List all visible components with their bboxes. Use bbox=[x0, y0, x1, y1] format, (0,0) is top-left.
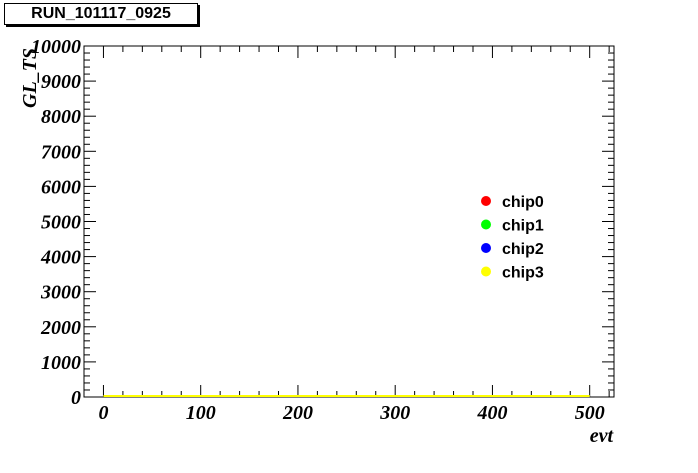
legend-marker-chip3 bbox=[481, 266, 491, 277]
chart-title: RUN_101117_0925 bbox=[31, 5, 171, 22]
y-tick-label: 0 bbox=[71, 387, 81, 409]
x-axis-label: evt bbox=[590, 425, 615, 447]
y-axis-label: GL_TS bbox=[19, 48, 41, 108]
y-tick-label: 7000 bbox=[41, 141, 81, 163]
x-tick-label: 500 bbox=[575, 402, 605, 424]
y-tick-label: 5000 bbox=[41, 212, 81, 234]
x-tick-label: 0 bbox=[98, 402, 108, 424]
legend-label-chip1: chip1 bbox=[502, 218, 544, 235]
y-tick-label: 4000 bbox=[40, 247, 81, 269]
y-tick-label: 6000 bbox=[41, 176, 81, 198]
legend-marker-chip1 bbox=[481, 219, 491, 230]
axis-ticks bbox=[83, 45, 614, 398]
x-tick-label: 200 bbox=[282, 402, 313, 424]
legend-label-chip3: chip3 bbox=[502, 265, 544, 282]
y-tick-label: 3000 bbox=[40, 282, 81, 304]
y-tick-label: 2000 bbox=[40, 317, 81, 339]
y-tick-label: 8000 bbox=[41, 106, 81, 128]
legend-label-chip0: chip0 bbox=[502, 194, 544, 211]
y-tick-label: 9000 bbox=[41, 71, 81, 93]
x-tick-label: 300 bbox=[379, 402, 410, 424]
chart-title-box: RUN_101117_0925 bbox=[4, 3, 198, 25]
legend-marker-chip2 bbox=[481, 243, 491, 253]
x-tick-label: 100 bbox=[186, 402, 216, 424]
x-tick-label: 400 bbox=[476, 402, 507, 424]
legend: chip0 chip1 chip2 chip3 bbox=[481, 194, 544, 282]
y-tick-labels: 0 1000 2000 3000 4000 5000 6000 7000 8000 9000 100… bbox=[31, 36, 81, 409]
legend-label-chip2: chip2 bbox=[502, 241, 544, 258]
x-tick-labels: 0 100 200 300 400 500 bbox=[98, 402, 604, 424]
y-tick-label: 1000 bbox=[41, 352, 81, 374]
y-tick-label: 10000 bbox=[31, 36, 81, 58]
legend-marker-chip0 bbox=[481, 196, 491, 206]
